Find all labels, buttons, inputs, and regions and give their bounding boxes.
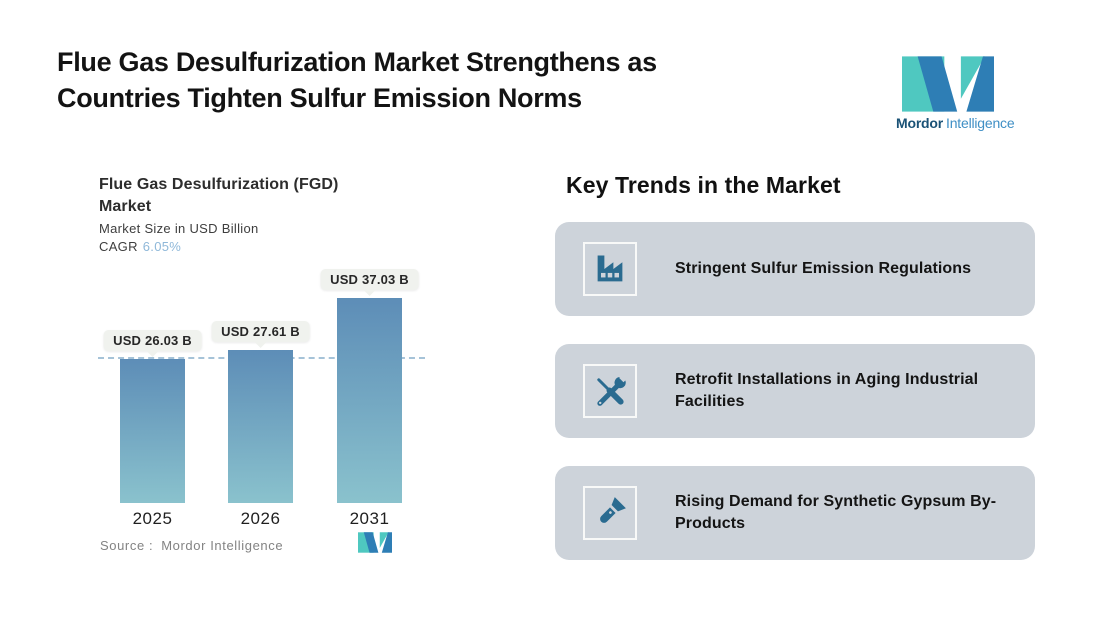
x-tick-label: 2031 — [349, 509, 390, 528]
trend-label: Retrofit Installations in Aging Industri… — [675, 371, 979, 410]
brand-name-bold: Mordor — [896, 115, 944, 131]
cagr-value: 6.05% — [142, 239, 182, 254]
tools-icon — [597, 373, 628, 406]
bar-2025 — [120, 359, 185, 503]
cagr-label: CAGR — [99, 239, 138, 254]
bar-value-bubble: USD 37.03 B — [320, 269, 419, 290]
source-label: Source : — [100, 538, 154, 553]
trend-icon-box — [583, 364, 637, 418]
flashlight-icon — [600, 497, 626, 523]
trend-label: Rising Demand for Synthetic Gypsum By-Pr… — [675, 493, 997, 532]
factory-icon — [597, 255, 623, 282]
trend-icon-box — [583, 486, 637, 540]
bar-2026 — [228, 350, 293, 503]
page-title-line-2: Countries Tighten Sulfur Emission Norms — [57, 83, 582, 113]
brand-name: Mordor Intelligence — [896, 115, 1015, 131]
trend-icon-box — [583, 242, 637, 296]
bar-value-bubble: USD 26.03 B — [103, 330, 202, 351]
trend-label: Stringent Sulfur Emission Regulations — [675, 260, 972, 277]
source-value: Mordor Intelligence — [161, 538, 284, 553]
mordor-intelligence-logo-icon — [902, 56, 994, 112]
trend-card-retrofit: Retrofit Installations in Aging Industri… — [555, 344, 1035, 438]
trend-card-regulations: Stringent Sulfur Emission Regulations — [555, 222, 1035, 316]
bar-2031 — [337, 298, 402, 503]
bars-area: USD 26.03 B 2025 USD 27.61 B 2026 USD 37… — [98, 260, 440, 528]
page-title: Flue Gas Desulfurization Market Strength… — [57, 44, 657, 116]
chart-subtitle: Market Size in USD Billion — [99, 221, 259, 236]
brand-name-light: Intelligence — [946, 115, 1015, 131]
x-tick-label: 2025 — [132, 509, 173, 528]
bar-value-bubble: USD 27.61 B — [211, 321, 310, 342]
source-line: Source : Mordor Intelligence — [100, 538, 283, 553]
trends-heading: Key Trends in the Market — [566, 172, 841, 198]
brand-logo: Mordor Intelligence — [896, 56, 1015, 131]
trend-card-gypsum: Rising Demand for Synthetic Gypsum By-Pr… — [555, 466, 1035, 560]
x-tick-label: 2026 — [240, 509, 281, 528]
chart-title-line-1: Flue Gas Desulfurization (FGD) — [99, 176, 339, 193]
chart-title: Flue Gas Desulfurization (FGD) Market — [99, 174, 338, 218]
page-title-line-1: Flue Gas Desulfurization Market Strength… — [57, 47, 657, 77]
mordor-intelligence-mini-logo-icon — [358, 532, 392, 553]
cagr-row: CAGR 6.05% — [99, 239, 181, 254]
chart-title-line-2: Market — [99, 198, 152, 215]
